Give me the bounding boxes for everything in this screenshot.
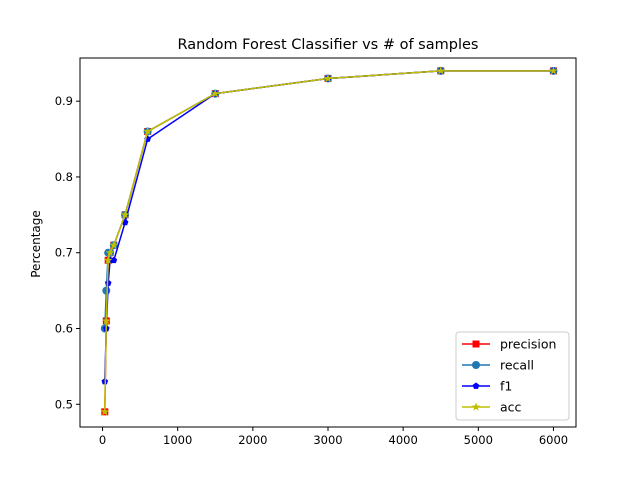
- chart-title: Random Forest Classifier vs # of samples: [178, 37, 479, 53]
- data-point-acc: [549, 66, 558, 75]
- x-tick-label: 4000: [389, 433, 418, 447]
- x-tick-label: 5000: [464, 433, 493, 447]
- legend-marker-precision: [472, 340, 480, 348]
- data-point-acc: [210, 89, 220, 98]
- data-point-acc: [323, 73, 333, 83]
- y-tick-label: 0.7: [55, 246, 73, 260]
- x-tick-label: 6000: [539, 433, 568, 447]
- y-tick-label: 0.5: [55, 397, 73, 411]
- legend-label-acc: acc: [500, 400, 522, 415]
- legend-marker-f1: [472, 382, 480, 389]
- axes-frame: [79, 57, 577, 428]
- legend-item-recall: recall: [462, 358, 534, 373]
- legend-box: [455, 331, 570, 421]
- data-point-f1: [110, 256, 118, 264]
- legend-marker-recall: [472, 361, 480, 369]
- plot-area: [100, 66, 558, 416]
- legend-label-f1: f1: [500, 379, 512, 394]
- data-point-acc: [120, 210, 130, 219]
- data-point-acc: [103, 255, 113, 264]
- data-point-acc: [436, 66, 446, 75]
- legend-item-acc: acc: [462, 400, 522, 415]
- x-tick-label: 0: [99, 433, 106, 447]
- legend-item-precision: precision: [462, 337, 556, 352]
- y-axis-label: Percentage: [29, 210, 43, 278]
- series-acc: [100, 66, 558, 416]
- axis-ticks: 0 1000 2000 3000 4000 5000 6000 0.5 0.6 0.7 0.8 0.9: [55, 94, 568, 447]
- data-point-acc: [109, 240, 119, 249]
- legend: precision recall f1 acc: [455, 331, 570, 421]
- legend-item-f1: f1: [462, 379, 512, 394]
- data-point-acc: [100, 407, 110, 416]
- legend-marker-acc: [471, 402, 481, 411]
- legend-label-recall: recall: [500, 358, 534, 373]
- x-tick-label: 3000: [313, 433, 342, 447]
- data-point-acc: [102, 316, 111, 325]
- y-tick-label: 0.8: [55, 170, 73, 184]
- data-point-acc: [105, 248, 115, 257]
- x-tick-label: 2000: [238, 433, 267, 447]
- legend-label-precision: precision: [500, 337, 556, 352]
- x-tick-label: 1000: [163, 433, 192, 447]
- y-tick-label: 0.6: [55, 321, 73, 335]
- data-point-acc: [143, 127, 152, 136]
- data-point-recall: [102, 286, 111, 295]
- y-tick-label: 0.9: [55, 94, 73, 108]
